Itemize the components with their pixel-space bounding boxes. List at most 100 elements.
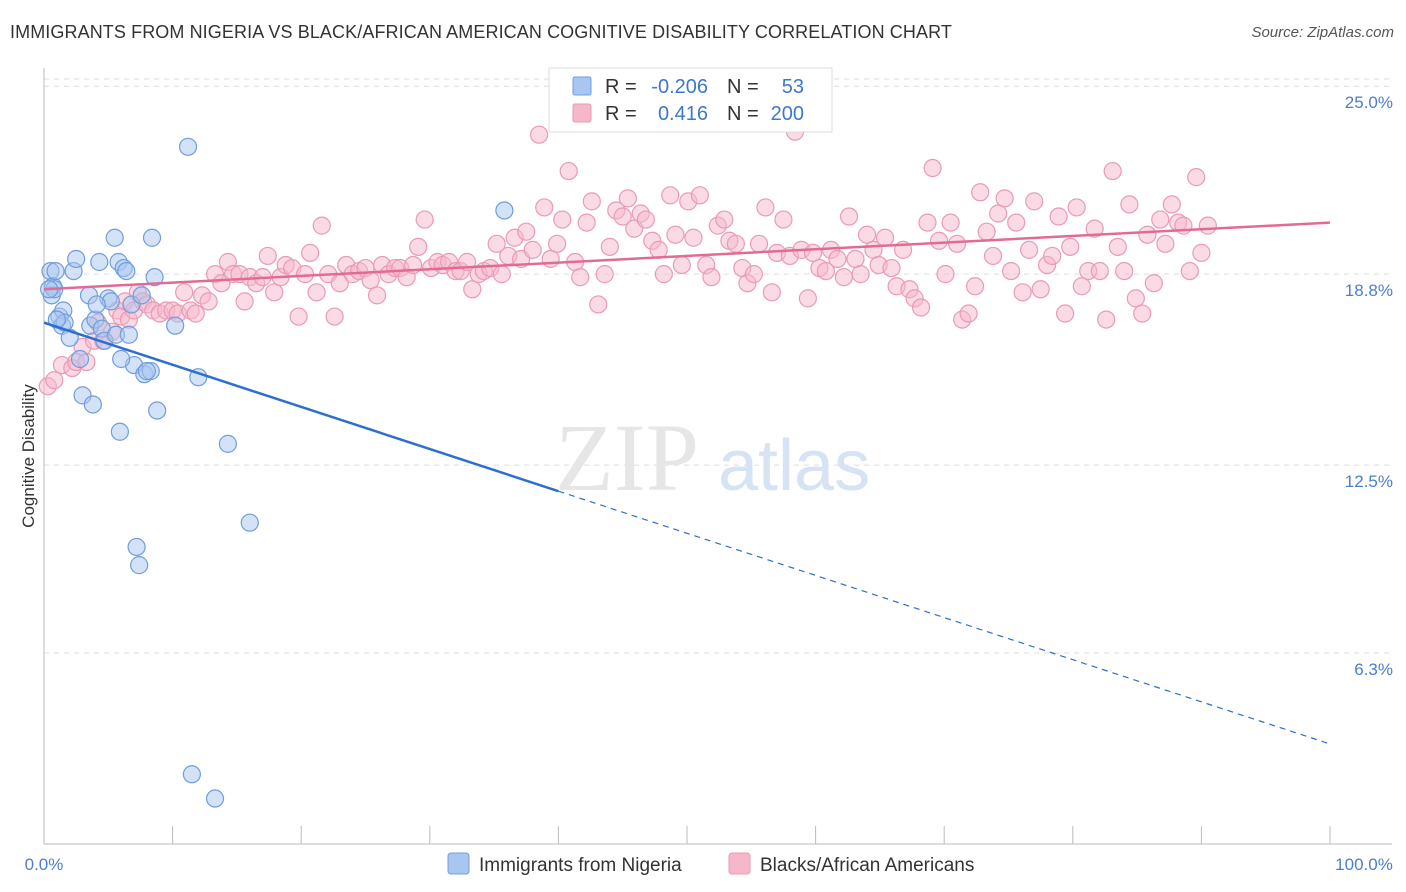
data-point-immigrants-from-nigeria (182, 765, 201, 784)
data-point-immigrants-from-nigeria (67, 249, 86, 269)
legend-n-value-1: 53 (782, 76, 804, 98)
legend-r-label-1: R = (605, 76, 637, 98)
data-point-blacks-african-americans (1151, 210, 1170, 229)
data-point-blacks-african-americans (977, 222, 996, 241)
trend-line-black-african-american (43, 221, 1331, 291)
data-point-blacks-african-americans (929, 231, 949, 250)
data-point-immigrants-from-nigeria (145, 268, 164, 287)
data-point-blacks-african-americans (726, 234, 745, 253)
series-immigrants-from-nigeria (40, 137, 514, 808)
data-point-blacks-african-americans (186, 304, 205, 323)
data-point-blacks-african-americans (1097, 310, 1116, 329)
data-point-blacks-african-americans (989, 204, 1008, 223)
data-point-blacks-african-americans (875, 228, 895, 247)
data-point-blacks-african-americans (1019, 240, 1039, 259)
data-point-blacks-african-americans (45, 371, 64, 390)
data-point-blacks-african-americans (1187, 168, 1206, 187)
data-point-immigrants-from-nigeria (46, 261, 65, 281)
data-point-blacks-african-americans (1144, 274, 1163, 293)
data-point-immigrants-from-nigeria (87, 295, 106, 314)
data-point-blacks-african-americans (530, 125, 549, 144)
data-point-blacks-african-americans (600, 237, 619, 256)
data-point-immigrants-from-nigeria (90, 252, 109, 272)
data-point-immigrants-from-nigeria (70, 349, 90, 369)
gridlines (44, 78, 1392, 654)
data-point-blacks-african-americans (816, 261, 835, 281)
data-point-immigrants-from-nigeria (166, 316, 185, 335)
data-point-blacks-african-americans (762, 283, 781, 302)
data-point-blacks-african-americans (1072, 277, 1091, 296)
data-point-blacks-african-americans (851, 265, 870, 284)
data-point-blacks-african-americans (684, 228, 703, 247)
data-point-immigrants-from-nigeria (112, 349, 131, 369)
data-point-immigrants-from-nigeria (117, 261, 136, 281)
data-point-blacks-african-americans (1198, 216, 1217, 235)
bottom-legend-swatch-pink (728, 852, 751, 875)
data-point-immigrants-from-nigeria (130, 556, 149, 575)
data-point-blacks-african-americans (828, 249, 847, 269)
data-point-blacks-african-americans (301, 243, 320, 263)
data-point-blacks-african-americans (415, 210, 434, 229)
data-point-blacks-african-americans (367, 286, 387, 305)
data-point-blacks-african-americans (947, 234, 967, 253)
data-point-blacks-african-americans (492, 265, 511, 284)
data-point-blacks-african-americans (517, 222, 536, 241)
data-point-blacks-african-americans (307, 283, 326, 302)
trend-line-nigeria-dashed (558, 490, 1331, 745)
data-point-blacks-african-americans (1031, 280, 1050, 299)
data-point-blacks-african-americans (175, 283, 194, 302)
data-point-blacks-african-americans (756, 198, 775, 217)
data-point-blacks-african-americans (589, 295, 608, 314)
data-point-blacks-african-americans (577, 213, 596, 232)
data-point-blacks-african-americans (690, 186, 709, 205)
data-point-blacks-african-americans (1156, 234, 1175, 253)
data-point-blacks-african-americans (995, 189, 1014, 208)
data-point-blacks-african-americans (463, 280, 482, 299)
data-point-immigrants-from-nigeria (119, 325, 138, 344)
data-point-blacks-african-americans (1115, 261, 1134, 281)
data-point-blacks-african-americans (649, 240, 668, 259)
y-tick-label: 18.8% (1345, 281, 1393, 300)
legend-n-label-1: N = (727, 76, 759, 98)
data-point-blacks-african-americans (1001, 261, 1021, 281)
x-tick-label-min: 0.0% (25, 855, 64, 874)
trend-line-nigeria-solid (43, 321, 559, 493)
data-point-blacks-african-americans (595, 265, 614, 284)
y-tick-labels: 6.3% 12.5% 18.8% 25.0% (1345, 93, 1393, 679)
data-point-blacks-african-americans (923, 158, 942, 178)
legend-n-label-2: N = (727, 103, 759, 125)
data-point-blacks-african-americans (1192, 243, 1211, 263)
data-point-blacks-african-americans (548, 234, 567, 253)
data-point-blacks-african-americans (702, 268, 721, 287)
data-point-blacks-african-americans (1090, 261, 1109, 281)
data-point-blacks-african-americans (1108, 237, 1127, 256)
data-point-blacks-african-americans (523, 240, 542, 259)
data-point-blacks-african-americans (882, 258, 901, 278)
data-point-blacks-african-americans (715, 210, 734, 229)
data-point-blacks-african-americans (1013, 283, 1032, 302)
data-point-blacks-african-americans (361, 271, 380, 290)
data-point-blacks-african-americans (846, 249, 865, 269)
data-point-blacks-african-americans (1126, 289, 1145, 308)
data-point-blacks-african-americans (325, 307, 344, 326)
data-point-blacks-african-americans (1085, 219, 1104, 238)
data-point-blacks-african-americans (541, 249, 560, 269)
data-point-blacks-african-americans (941, 213, 960, 232)
data-point-blacks-african-americans (911, 298, 931, 317)
data-point-blacks-african-americans (1043, 246, 1062, 266)
data-point-blacks-african-americans (936, 265, 955, 284)
data-point-immigrants-from-nigeria (148, 401, 167, 420)
data-point-immigrants-from-nigeria (83, 395, 102, 414)
data-point-immigrants-from-nigeria (178, 137, 198, 156)
legend-swatch-pink (572, 103, 592, 123)
data-point-blacks-african-americans (774, 210, 793, 229)
data-point-blacks-african-americans (289, 307, 308, 326)
data-point-blacks-african-americans (1162, 195, 1181, 214)
legend-frame (548, 67, 833, 133)
y-axis-title: Cognitive Disability (19, 384, 38, 528)
series-blacks-african-americans (38, 122, 1217, 396)
data-point-immigrants-from-nigeria (240, 513, 259, 532)
data-point-blacks-african-americans (857, 225, 877, 244)
data-point-blacks-african-americans (258, 246, 277, 266)
x-ticks (43, 826, 1331, 844)
